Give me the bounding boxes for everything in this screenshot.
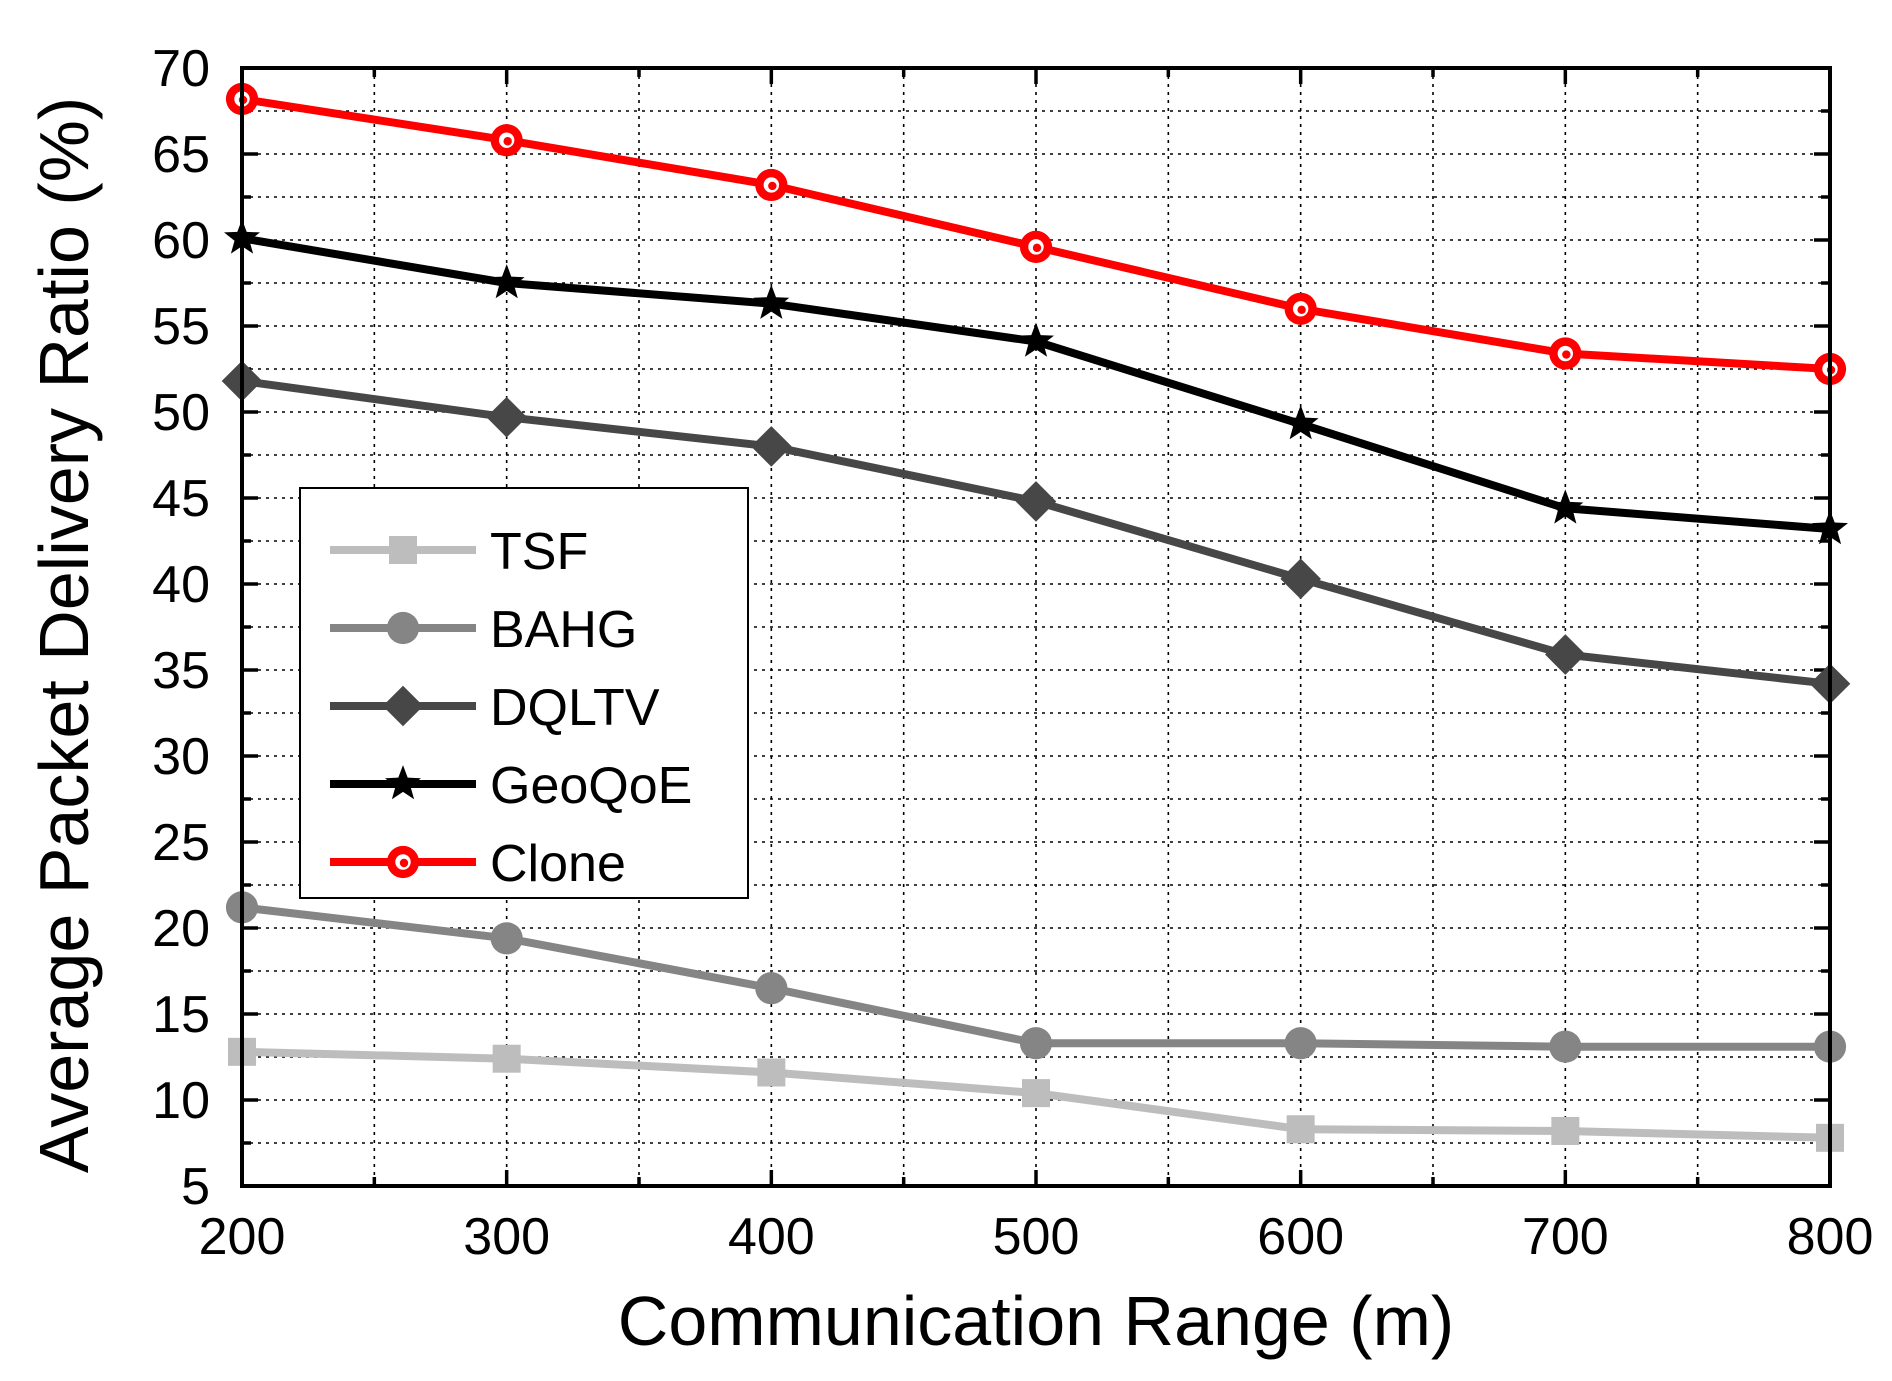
x-tick-label: 200 <box>199 1208 286 1266</box>
legend: TSF BAHG DQLTV GeoQoE Clone <box>299 487 749 899</box>
data-point-dqltv <box>486 396 527 438</box>
data-point-tsf <box>1551 1116 1580 1145</box>
plot-frame <box>240 66 1832 1188</box>
y-tick-label: 10 <box>152 1072 210 1130</box>
y-tick-label: 40 <box>152 556 210 614</box>
y-tick-label: 25 <box>152 814 210 872</box>
legend-item-bahg: BAHG <box>330 601 637 659</box>
data-point-dqltv <box>1015 481 1057 522</box>
y-tick-label: 20 <box>152 900 210 958</box>
data-point-clone <box>1549 337 1582 370</box>
y-tick-label: 45 <box>152 470 210 528</box>
legend-marker <box>389 536 417 564</box>
y-tick-label: 30 <box>152 728 210 786</box>
x-tick-label: 700 <box>1522 1208 1609 1266</box>
data-point-geoqoe <box>753 284 790 319</box>
data-point-tsf <box>1022 1079 1050 1108</box>
data-point-tsf <box>1286 1115 1315 1144</box>
x-tick-labels: 200 300 400 500 600 700 800 <box>199 1208 1874 1266</box>
y-axis-title: Average Packet Delivery Ratio (%) <box>25 97 103 1173</box>
x-tick-label: 800 <box>1787 1208 1874 1266</box>
data-point-geoqoe <box>1018 322 1054 357</box>
data-point-dqltv <box>1545 634 1586 675</box>
x-tick-label: 400 <box>728 1208 815 1266</box>
legend-item-clone: Clone <box>330 835 626 893</box>
data-point-bahg <box>1284 1027 1317 1060</box>
y-tick-label: 55 <box>152 298 210 356</box>
data-point-bahg <box>490 922 523 955</box>
marker-ring-dot <box>1032 243 1042 253</box>
data-point-dqltv <box>751 426 792 467</box>
y-tick-label: 70 <box>152 40 210 98</box>
data-point-clone <box>1284 292 1317 325</box>
x-tick-label: 600 <box>1257 1208 1344 1266</box>
legend-box <box>299 487 749 899</box>
x-tick-label: 300 <box>463 1208 550 1266</box>
data-point-dqltv <box>1280 558 1321 600</box>
data-point-bahg <box>755 972 788 1005</box>
y-tick-label: 5 <box>181 1158 210 1216</box>
data-point-tsf <box>757 1058 786 1087</box>
marker-ring-dot <box>503 137 512 146</box>
legend-label: DQLTV <box>490 679 660 737</box>
marker-ring-dot <box>399 858 409 868</box>
x-axis-title: Communication Range (m) <box>618 1282 1454 1360</box>
y-tick-label: 60 <box>152 212 210 270</box>
series-dqltv <box>221 360 1851 705</box>
x-tick-label: 500 <box>993 1208 1080 1266</box>
legend-item-dqltv: DQLTV <box>330 679 660 737</box>
data-point-clone <box>755 168 788 202</box>
legend-label: GeoQoE <box>490 757 692 815</box>
marker-ring-dot <box>768 181 777 191</box>
legend-marker <box>386 611 420 645</box>
legend-marker <box>385 765 421 800</box>
marker-ring-dot <box>1297 305 1306 314</box>
y-tick-label: 50 <box>152 384 210 442</box>
y-tick-label: 65 <box>152 126 210 184</box>
marker-ring-dot <box>1562 350 1571 359</box>
legend-marker <box>386 845 420 879</box>
legend-label: TSF <box>490 523 588 581</box>
data-point-geoqoe <box>1547 489 1584 524</box>
data-point-bahg <box>1549 1030 1582 1063</box>
legend-label: BAHG <box>490 601 637 659</box>
legend-item-tsf: TSF <box>330 523 588 581</box>
data-point-geoqoe <box>488 264 525 299</box>
data-point-bahg <box>1019 1027 1053 1060</box>
legend-label: Clone <box>490 835 626 893</box>
data-point-geoqoe <box>1282 405 1319 440</box>
legend-item-geoqoe: GeoQoE <box>330 757 692 815</box>
data-point-tsf <box>492 1044 521 1073</box>
data-point-clone <box>1019 230 1053 263</box>
legend-marker <box>382 685 424 727</box>
y-tick-label: 35 <box>152 642 210 700</box>
y-tick-label: 15 <box>152 986 210 1044</box>
y-tick-labels: 5 10 15 20 25 30 35 40 45 50 55 60 65 70 <box>152 40 210 1216</box>
data-point-clone <box>490 124 523 157</box>
